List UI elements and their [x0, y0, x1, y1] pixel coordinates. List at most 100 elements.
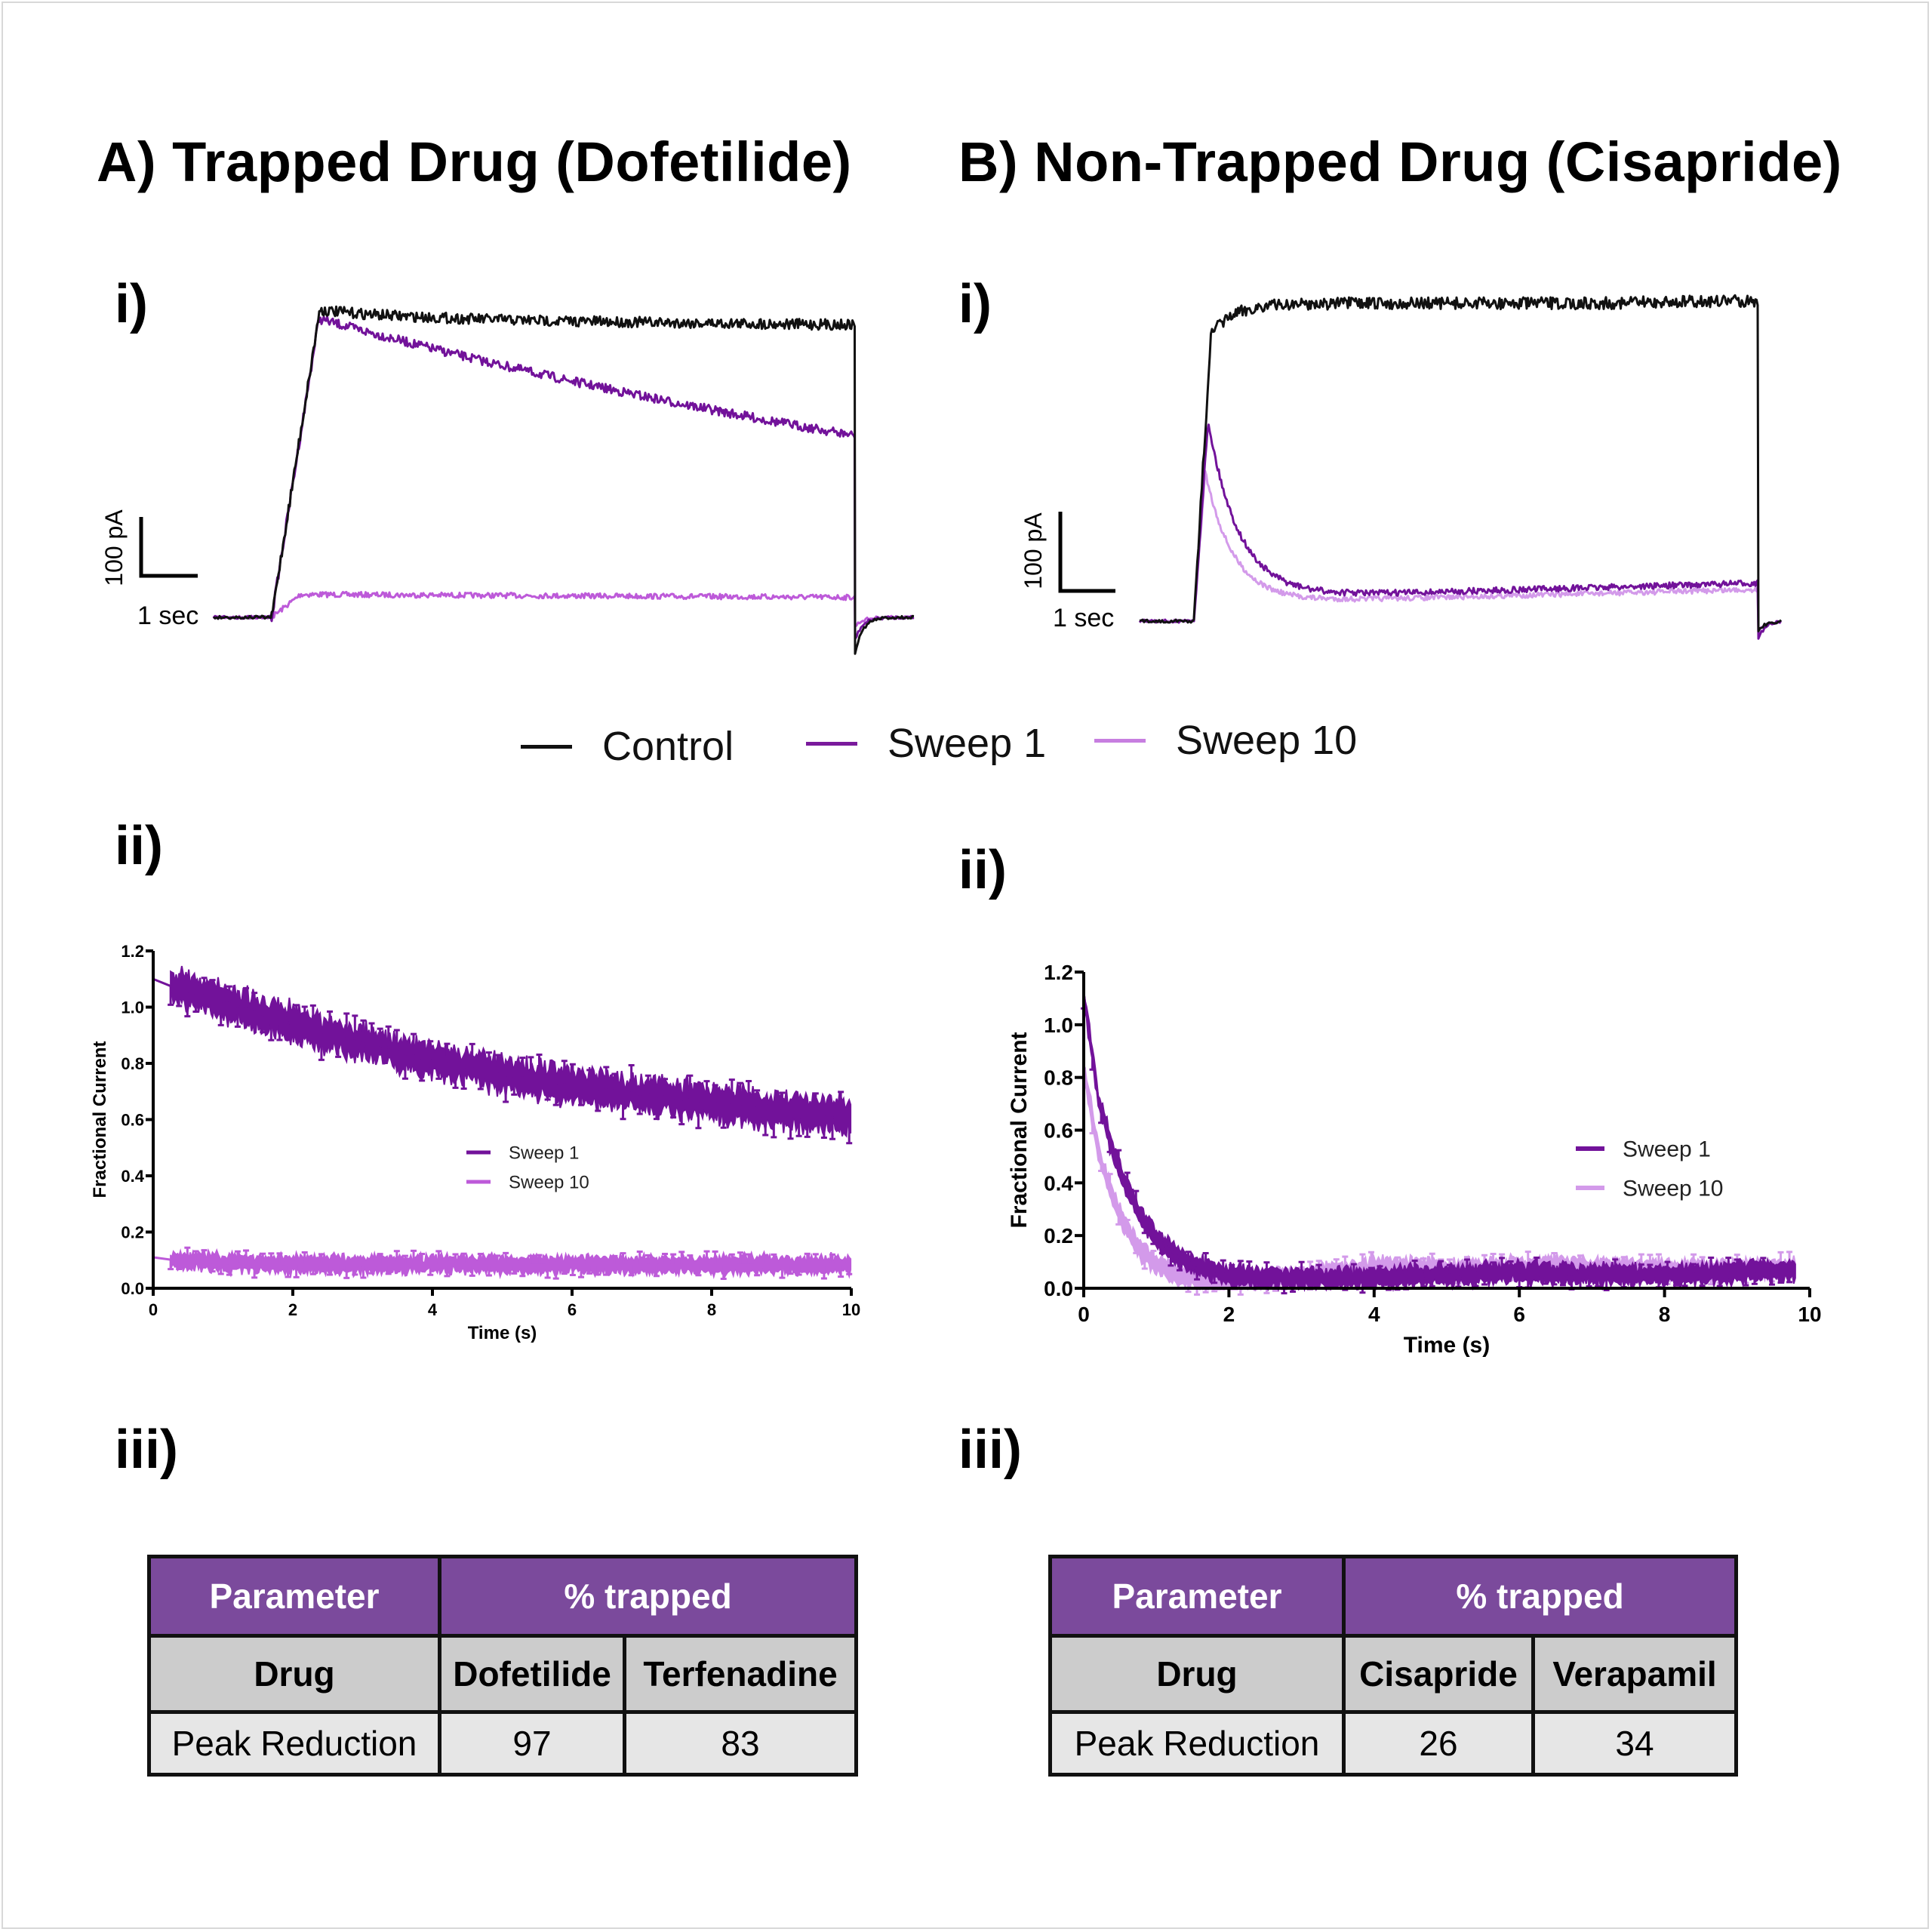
error-bar	[1158, 1243, 1165, 1255]
error-bar	[460, 1066, 467, 1090]
table-subheader-drug: Drug	[147, 1634, 441, 1714]
error-bar	[485, 1051, 492, 1072]
error-bar	[1367, 1251, 1374, 1268]
error-bar	[653, 1096, 660, 1121]
error-bar	[1725, 1257, 1732, 1273]
error-bar	[838, 1091, 844, 1116]
error-bar	[695, 1265, 702, 1277]
error-bar	[703, 1250, 710, 1266]
error-bar	[268, 1252, 275, 1264]
series-band	[170, 965, 852, 1139]
error-bar	[1690, 1263, 1697, 1275]
error-bar	[720, 1104, 727, 1129]
error-bar	[1429, 1252, 1435, 1269]
error-bar	[1463, 1258, 1470, 1275]
error-bar	[1438, 1260, 1444, 1275]
y-tick-label: 0.6	[1044, 1119, 1073, 1143]
error-bar	[401, 1254, 408, 1265]
error-bar	[511, 1264, 518, 1275]
error-bar	[226, 985, 232, 1004]
panel-b-scalebar-lines	[1058, 512, 1115, 593]
error-bar	[503, 1075, 509, 1103]
error-bar	[285, 1022, 291, 1041]
error-bar	[192, 993, 199, 1013]
y-tick-label: 0.8	[121, 1054, 144, 1073]
error-bar	[787, 1112, 794, 1140]
error-bar	[1202, 1281, 1209, 1294]
error-bar	[485, 1264, 492, 1277]
error-bar	[703, 1080, 710, 1103]
y-tick-label: 1.0	[1044, 1014, 1073, 1037]
error-bar	[427, 1040, 434, 1060]
error-bar	[201, 1249, 208, 1263]
y-tick-label: 1.2	[121, 942, 144, 961]
error-bar	[1760, 1257, 1767, 1272]
error-bar	[636, 1250, 643, 1266]
x-tick-label: 8	[1659, 1303, 1671, 1326]
table-cell: 34	[1531, 1710, 1738, 1777]
error-bar	[1229, 1263, 1235, 1275]
x-axis-label: Time (s)	[468, 1323, 537, 1343]
error-bar	[754, 1089, 761, 1109]
legend-item-sweep-10: Sweep 10	[1094, 717, 1357, 764]
error-bar	[1315, 1263, 1322, 1278]
panel-b-scalebar: 100 pA 1 sec	[1020, 512, 1115, 632]
error-bar	[620, 1252, 626, 1266]
table-subheader-drug-1: Dofetilide	[438, 1634, 626, 1714]
error-bar	[1672, 1274, 1679, 1287]
table-row: Peak Reduction 26 34	[1048, 1710, 1738, 1777]
trace-sweep10	[1139, 469, 1781, 635]
error-bar	[762, 1109, 769, 1137]
panel-b-label-ii: ii)	[958, 840, 1007, 900]
table-subheader-drug-2: Terfenadine	[623, 1634, 858, 1714]
error-bar	[1150, 1249, 1157, 1263]
error-bar	[1211, 1271, 1218, 1284]
error-bar	[1359, 1278, 1366, 1294]
error-bar	[243, 1249, 250, 1264]
error-bar	[192, 1250, 199, 1262]
chart-legend-item: Sweep 1	[466, 1143, 579, 1163]
error-bar	[662, 1253, 669, 1266]
x-axis-label: Time (s)	[1404, 1333, 1490, 1358]
error-bar	[1481, 1273, 1488, 1286]
error-bar	[1263, 1261, 1270, 1278]
error-bar	[528, 1254, 534, 1265]
panel-a-ii-chart: 0 2 4 6 8 10 0.0 0.2 0.4 0.6 0.8 1.0 1.2 Time (s) Frac…	[90, 942, 860, 1343]
error-bar	[552, 1265, 559, 1280]
error-bar	[636, 1094, 643, 1115]
error-bar	[595, 1265, 601, 1276]
error-bar	[1647, 1263, 1654, 1275]
legend-label-control: Control	[602, 724, 734, 769]
error-bar	[360, 1019, 367, 1044]
table-cell: 83	[623, 1710, 858, 1777]
error-bar	[393, 1029, 400, 1052]
error-bar	[536, 1254, 543, 1265]
panel-b-scalebar-time: 1 sec	[1053, 604, 1114, 632]
error-bar	[1681, 1274, 1688, 1287]
error-bar	[1699, 1273, 1706, 1287]
x-tick-label: 0	[149, 1300, 158, 1319]
error-bar	[820, 1114, 827, 1140]
series-sweep-10	[152, 1246, 853, 1281]
error-bar	[720, 1265, 727, 1281]
x-tick-label: 6	[1513, 1303, 1525, 1326]
y-tick-label: 0.6	[121, 1110, 144, 1129]
panel-a-table: Parameter % trapped Drug Dofetilide Terf…	[147, 1555, 858, 1777]
error-bar	[1185, 1251, 1192, 1262]
error-bar	[343, 1264, 350, 1279]
error-bar	[327, 1264, 334, 1276]
chart-legend-label: Sweep 1	[1623, 1137, 1711, 1162]
error-bar	[1559, 1274, 1566, 1287]
error-bar	[628, 1265, 635, 1277]
table-row: Peak Reduction 97 83	[147, 1710, 858, 1777]
error-bar	[401, 1054, 408, 1080]
panel-b-table: Parameter % trapped Drug Cisapride Verap…	[1048, 1555, 1738, 1777]
error-bar	[327, 1010, 334, 1035]
error-bar	[1708, 1257, 1715, 1274]
error-bar	[1542, 1273, 1549, 1285]
y-tick-label: 0.0	[121, 1279, 144, 1298]
error-bar	[1777, 1270, 1784, 1284]
legend-swatch-sweep-1	[806, 741, 857, 746]
error-bar	[352, 1014, 358, 1042]
x-tick-label: 4	[1368, 1303, 1380, 1326]
